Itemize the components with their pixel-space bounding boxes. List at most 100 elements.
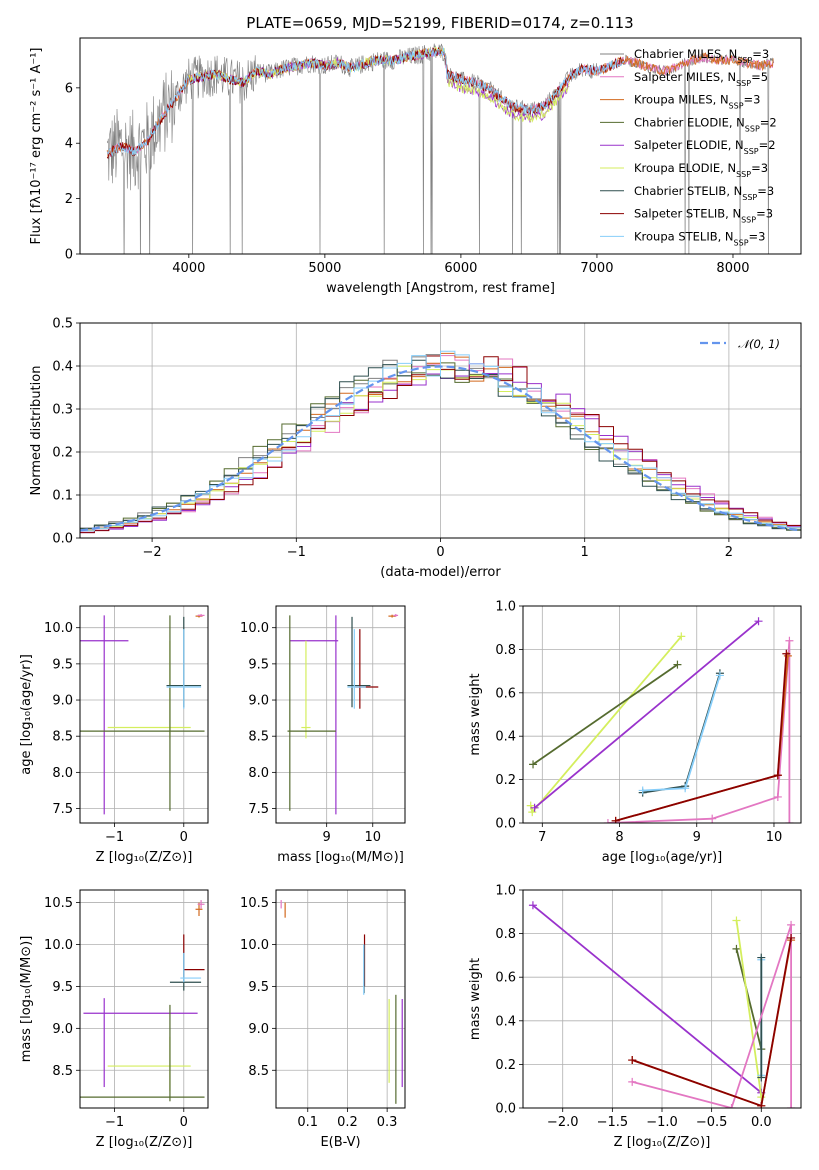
y-axis-label: mass weight (468, 958, 483, 1040)
legend-entry: Chabrier MILES, NSSP=3 (634, 47, 769, 65)
x-tick-label: 6000 (444, 261, 477, 276)
legend-subscript: SSP (729, 101, 744, 110)
x-tick-label: 0.1 (297, 1115, 318, 1130)
y-tick-label: 9.5 (248, 980, 269, 995)
y-tick-label: 0.8 (495, 927, 516, 942)
y-tick-label: 8.5 (52, 1064, 73, 1079)
normal-curve (80, 365, 801, 532)
y-tick-label: 10.5 (240, 896, 269, 911)
legend-subscript: SSP (737, 56, 752, 65)
weight-point-marker (529, 760, 538, 769)
y-tick-label: 1.0 (495, 600, 516, 615)
y-tick-label: 0.4 (52, 360, 73, 375)
y-tick-label: 0.0 (495, 1102, 516, 1117)
y-tick-label: 4 (65, 137, 73, 152)
axes-frame (79, 605, 209, 824)
weight-line-chabrier-elodie (735, 948, 763, 1050)
weight-point-marker (603, 819, 612, 823)
y-tick-label: 0.2 (52, 446, 73, 461)
x-tick-label: 2 (725, 545, 733, 560)
weight-point-marker (785, 819, 794, 823)
y-tick-label: 0.1 (52, 489, 73, 504)
legend-entry: Kroupa ELODIE, NSSP=3 (634, 161, 768, 179)
legend-subscript: SSP (736, 170, 751, 179)
x-tick-label: 0 (180, 830, 188, 845)
axes-frame (275, 889, 406, 1109)
y-tick-label: 0.5 (52, 317, 73, 332)
data-layer (80, 350, 801, 534)
y-tick-label: 6 (65, 81, 73, 96)
x-tick-label: 0.3 (377, 1115, 398, 1130)
y-tick-label: 10.0 (44, 621, 73, 636)
y-tick-label: 10.5 (44, 896, 73, 911)
y-tick-label: 10.0 (44, 938, 73, 953)
weight-point-marker (530, 803, 539, 812)
y-axis-label: age [log₁₀(age/yr)] (19, 654, 34, 775)
legend-entry: Kroupa STELIB, NSSP=3 (634, 229, 765, 247)
x-tick-label: 0 (180, 1115, 188, 1130)
y-tick-label: 9.0 (248, 694, 269, 709)
y-tick-label: 10.0 (240, 621, 269, 636)
x-axis-label: mass [log₁₀(M/M⊙)] (277, 850, 404, 865)
x-tick-label: 10 (364, 830, 381, 845)
legend-value: =3 (756, 207, 773, 221)
legend-subscript: SSP (745, 124, 760, 133)
legend-value: =3 (752, 47, 769, 61)
weight-point-marker (528, 901, 537, 910)
weight-point-marker (732, 916, 741, 925)
data-layer (80, 613, 205, 815)
weight-point-marker (787, 1104, 796, 1108)
x-tick-label: −1.0 (646, 1115, 678, 1130)
panel-residuals: 𝒩(0, 1) −2 −1 0 1 2 0.0 0.1 0.2 0.3 0.4 0.5 (data-mo… (29, 317, 802, 580)
x-tick-label: 10 (766, 830, 783, 845)
weight-point-marker (757, 1073, 766, 1082)
y-tick-label: 9.5 (52, 657, 73, 672)
panel-mass_vs_Z: −1 0 8.5 9.0 9.5 10.0 10.5 Z [log₁₀(Z/Z⊙)] mass … (19, 889, 209, 1150)
data-layer (287, 613, 399, 815)
y-axis-label: mass [log₁₀(M/M⊙)] (19, 936, 34, 1063)
x-tick-label: −2.0 (547, 1115, 579, 1130)
x-tick-label: 9 (323, 830, 331, 845)
weight-line-kroupa-elodie (529, 635, 682, 815)
panel-weight_vs_Z: −2.0 −1.5 −1.0 −0.5 0.0 0.0 0.2 0.4 0.6 0.8 1.0 Z [… (468, 884, 802, 1150)
weight-line-salpeter-miles (631, 924, 792, 1108)
panel-spectrum: 4000 5000 6000 7000 8000 0 2 4 6 wavelength [Angs… (29, 37, 802, 296)
legend-subscript: SSP (741, 215, 756, 224)
legend-entry: Salpeter ELODIE, NSSP=2 (634, 138, 776, 156)
y-tick-label: 0.3 (52, 403, 73, 418)
x-tick-label: 1 (581, 545, 589, 560)
y-tick-label: 8.0 (52, 766, 73, 781)
x-tick-label: −1 (105, 1115, 124, 1130)
y-tick-label: 0.0 (495, 817, 516, 832)
weight-point-marker (773, 771, 782, 780)
legend-entry: 𝒩(0, 1) (738, 337, 780, 351)
y-axis-label: mass weight (468, 673, 483, 755)
legend-subscript: SSP (736, 78, 751, 87)
y-tick-label: 0.8 (495, 643, 516, 658)
legend-value: =2 (760, 115, 777, 129)
y-tick-label: 0.0 (52, 532, 73, 547)
panel-age_vs_mass: 9 10 7.5 8.0 8.5 9.0 9.5 10.0 mass [log₁₀(M/M⊙)] (240, 605, 406, 865)
y-tick-label: 0.6 (495, 686, 516, 701)
x-tick-label: 9 (693, 830, 701, 845)
x-tick-label: −1.5 (597, 1115, 629, 1130)
panel-age_vs_Z: −1 0 7.5 8.0 8.5 9.0 9.5 10.0 Z [log₁₀(Z/Z⊙)] age… (19, 605, 209, 865)
y-tick-label: 8.5 (52, 730, 73, 745)
y-tick-label: 0.4 (495, 1014, 516, 1029)
weight-point-marker (757, 1093, 766, 1102)
y-axis-label: Normed distribution (29, 366, 44, 496)
axes-frame (275, 605, 406, 824)
y-tick-label: 7.5 (52, 802, 73, 817)
weight-point-marker (787, 920, 796, 929)
y-tick-label: 7.5 (248, 802, 269, 817)
data-layer (280, 900, 403, 1104)
panel-weight_vs_age: 7 8 9 10 0.0 0.2 0.4 0.6 0.8 1.0 age [log₁₀(age/yr… (468, 600, 802, 865)
y-tick-label: 8.5 (248, 730, 269, 745)
weight-point-marker (732, 944, 741, 953)
y-tick-label: 10.0 (240, 938, 269, 953)
y-axis-label: Flux [fλ10⁻¹⁷ erg cm⁻² s⁻¹ A⁻¹] (29, 48, 44, 245)
y-tick-label: 0 (65, 248, 73, 263)
weight-point-marker (757, 953, 766, 962)
x-tick-label: 8000 (716, 261, 749, 276)
